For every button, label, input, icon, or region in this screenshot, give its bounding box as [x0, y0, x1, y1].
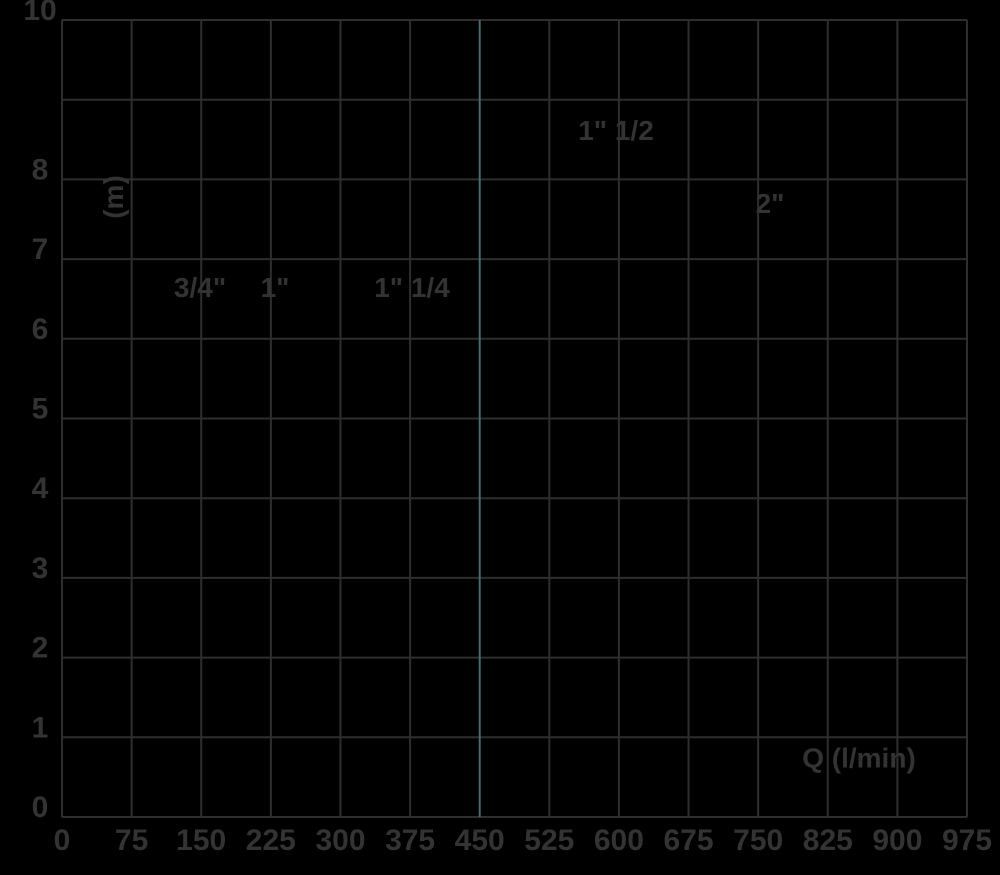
svg-text:(m): (m): [98, 175, 129, 219]
svg-text:825: 825: [803, 824, 853, 857]
svg-text:300: 300: [315, 824, 365, 857]
svg-text:375: 375: [385, 824, 435, 857]
svg-text:900: 900: [872, 824, 922, 857]
svg-text:6: 6: [32, 313, 49, 346]
svg-text:750: 750: [733, 824, 783, 857]
svg-text:5: 5: [32, 393, 49, 426]
svg-text:150: 150: [176, 824, 226, 857]
svg-text:3: 3: [32, 552, 49, 585]
svg-text:0: 0: [54, 824, 71, 857]
svg-text:Q (l/min): Q (l/min): [802, 743, 916, 774]
svg-text:10: 10: [23, 0, 56, 27]
svg-text:4: 4: [32, 472, 49, 505]
svg-text:600: 600: [594, 824, 644, 857]
svg-text:1": 1": [261, 272, 290, 303]
svg-text:1" 1/2: 1" 1/2: [578, 115, 654, 146]
svg-text:525: 525: [524, 824, 574, 857]
svg-text:7: 7: [32, 233, 49, 266]
svg-text:975: 975: [942, 824, 992, 857]
svg-text:0: 0: [32, 791, 49, 824]
svg-text:3/4": 3/4": [174, 272, 226, 303]
svg-text:8: 8: [32, 153, 49, 186]
svg-text:2: 2: [32, 632, 49, 665]
svg-text:675: 675: [663, 824, 713, 857]
svg-text:75: 75: [115, 824, 148, 857]
svg-text:1" 1/4: 1" 1/4: [374, 272, 450, 303]
svg-text:225: 225: [246, 824, 296, 857]
svg-text:450: 450: [455, 824, 505, 857]
svg-text:1: 1: [32, 711, 49, 744]
svg-text:2": 2": [756, 188, 785, 219]
